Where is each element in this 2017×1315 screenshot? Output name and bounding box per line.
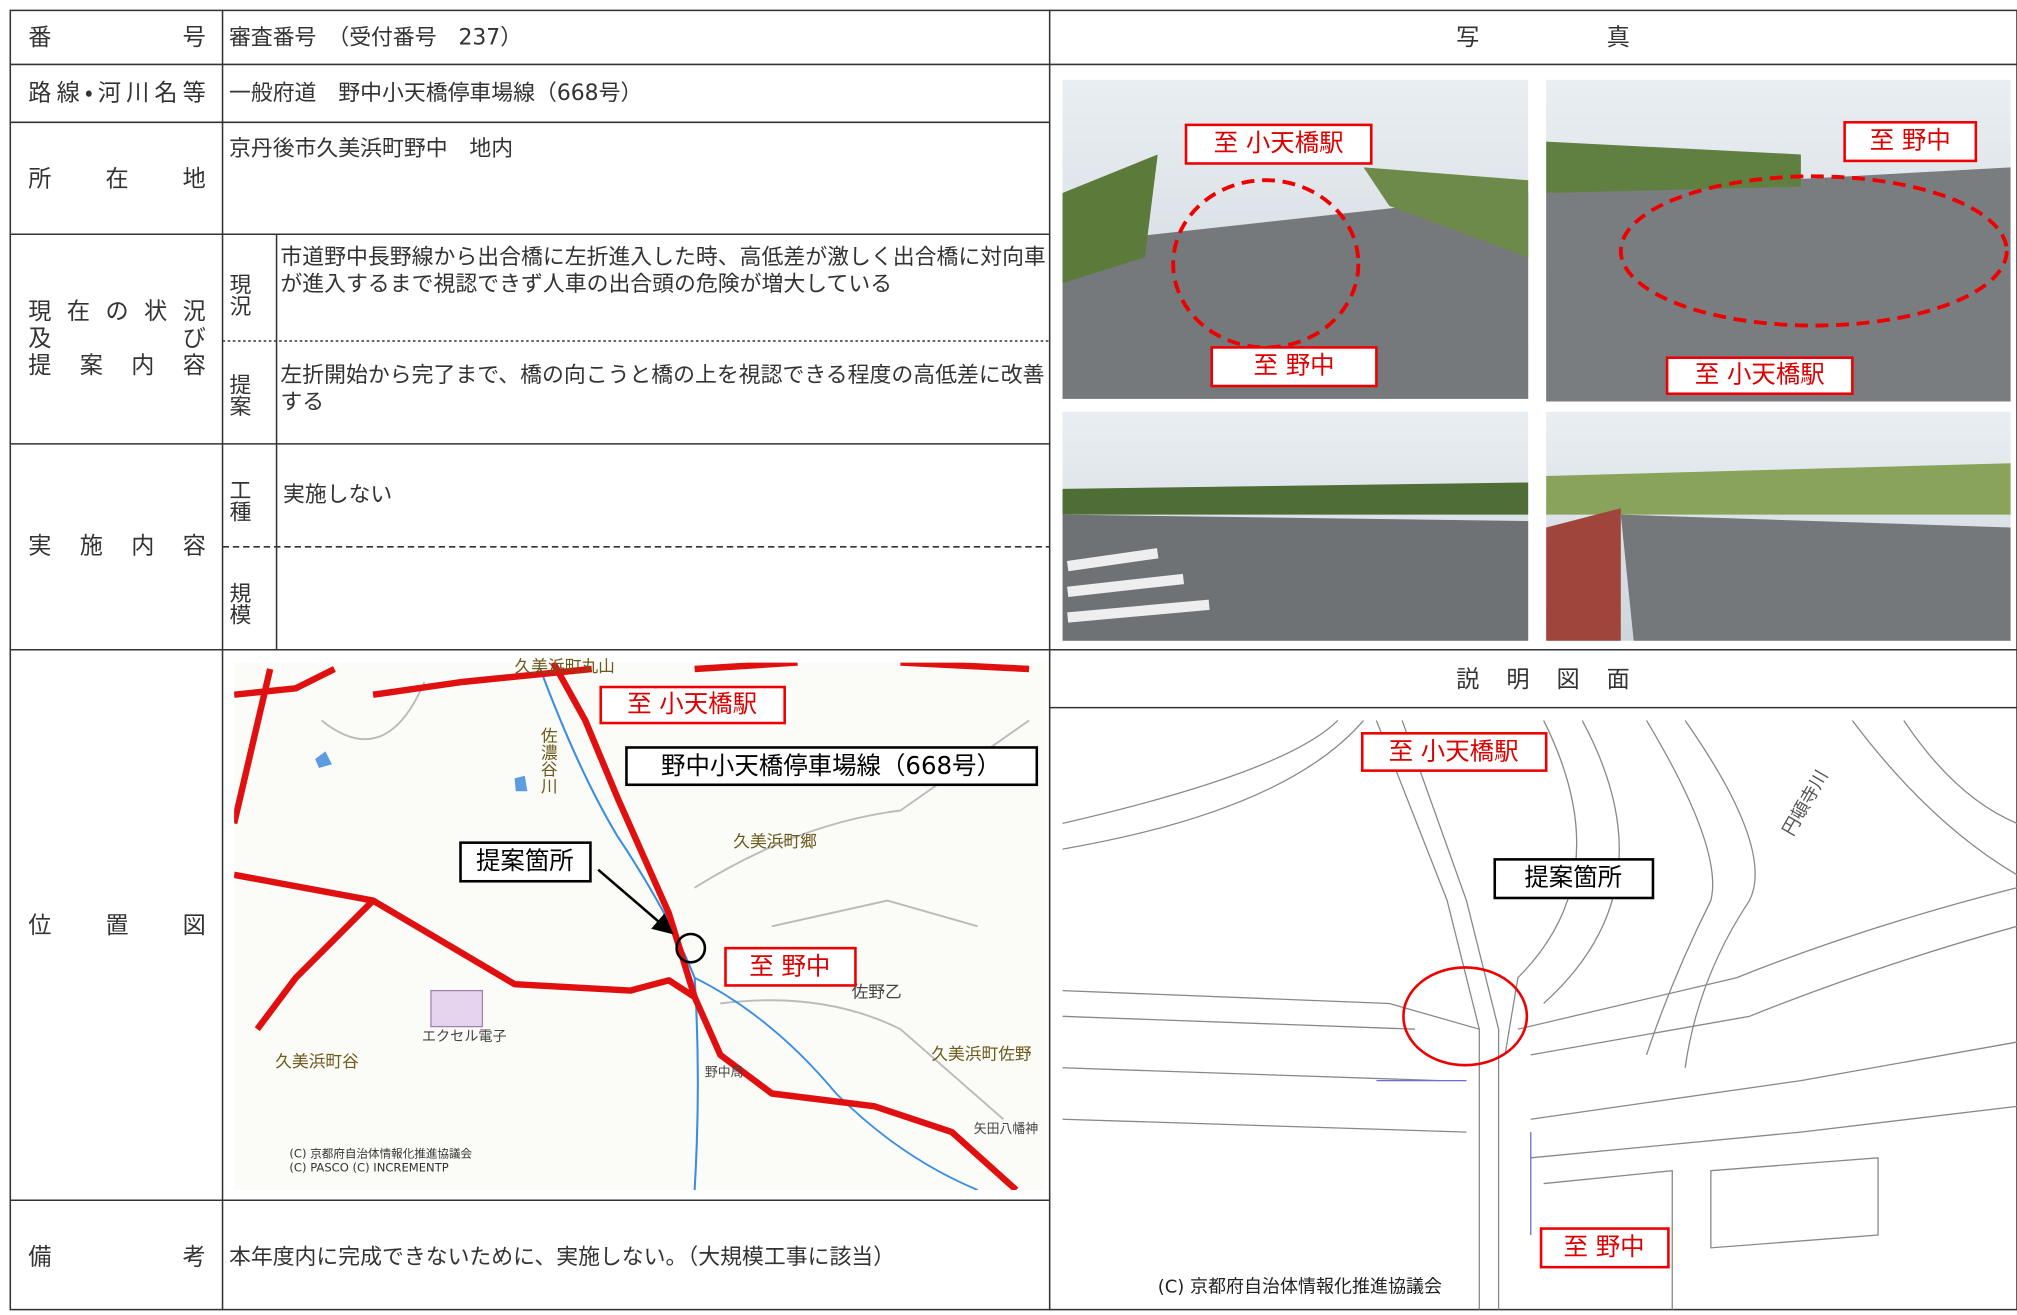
header: 説明図面 (1456, 667, 1630, 693)
label: 現在の状況 (28, 299, 206, 325)
value: 本年度内に完成できないために、実施しない。（大規模工事に該当） (229, 1245, 895, 1270)
place: エクセル電子 (422, 1029, 507, 1045)
place: 久美浜町郷 (733, 831, 817, 851)
place: 佐濃谷川 (538, 727, 558, 794)
table-lines (9, 9, 2017, 1311)
place: 矢田八幡神 (974, 1122, 1038, 1137)
map-label: 野中小天橋停車場線（668号） (661, 751, 1001, 780)
value: 実施しない (283, 482, 392, 507)
sub-label: 現況 (226, 273, 251, 317)
label: 位置図 (28, 913, 206, 939)
map-label: 至 野中 (749, 951, 830, 980)
header: 写真 (1456, 25, 1630, 51)
map-label: 提案箇所 (476, 846, 574, 875)
value: 審査番号 （受付番号 237） (229, 26, 522, 51)
diagram-label: 至 野中 (1564, 1232, 1645, 1261)
photo-labels: 至 小天橋駅 至 野中 至 野中 至 小天橋駅 (1184, 121, 1978, 396)
label: 所在地 (28, 167, 206, 193)
photo-label: 至 小天橋駅 (1695, 360, 1825, 389)
photo-label: 至 野中 (1254, 351, 1335, 380)
proposal-text: 左折開始から完了まで、橋の向こうと橋の上を視認できる程度の高低差に改善する (280, 362, 1045, 416)
label: 実施内容 (28, 533, 206, 559)
diagram-label: 至 小天橋駅 (1389, 737, 1519, 766)
place: 久美浜町谷 (275, 1051, 359, 1071)
place: 久美浜町佐野 (931, 1043, 1032, 1063)
river-label: 円頓寺川 (1779, 767, 1833, 840)
label: 路線・河川名等 (28, 81, 206, 107)
map (234, 662, 1045, 1190)
label: 提案内容 (28, 353, 206, 379)
copyright: (C) 京都府自治体情報化推進協議会 (289, 1146, 472, 1160)
value: 京丹後市久美浜町野中 地内 (229, 136, 513, 161)
place: 野中局 (705, 1065, 744, 1080)
sub-label: 工種 (226, 479, 251, 523)
diagram-label: 提案箇所 (1524, 863, 1622, 892)
photo-label: 至 小天橋駅 (1214, 128, 1344, 157)
label: 番号 (28, 25, 206, 51)
sub-label: 提案 (226, 373, 251, 417)
place: 佐野乙 (852, 982, 902, 1002)
value: 一般府道 野中小天橋停車場線（668号） (229, 81, 642, 106)
copyright: (C) PASCO (C) INCREMENTP (289, 1161, 448, 1175)
map-label: 至 小天橋駅 (627, 689, 757, 718)
copyright: (C) 京都府自治体情報化推進協議会 (1158, 1277, 1442, 1298)
label: 備考 (28, 1245, 206, 1271)
diagram (1062, 720, 2017, 1310)
label: 及び (28, 326, 206, 352)
photo-label: 至 野中 (1870, 126, 1951, 155)
sub-label: 規模 (226, 582, 251, 626)
current-text: 市道野中長野線から出合橋に左折進入した時、高低差が激しく出合橋に対向車が進入する… (280, 244, 1046, 298)
place: 久美浜町丸山 (515, 656, 615, 676)
